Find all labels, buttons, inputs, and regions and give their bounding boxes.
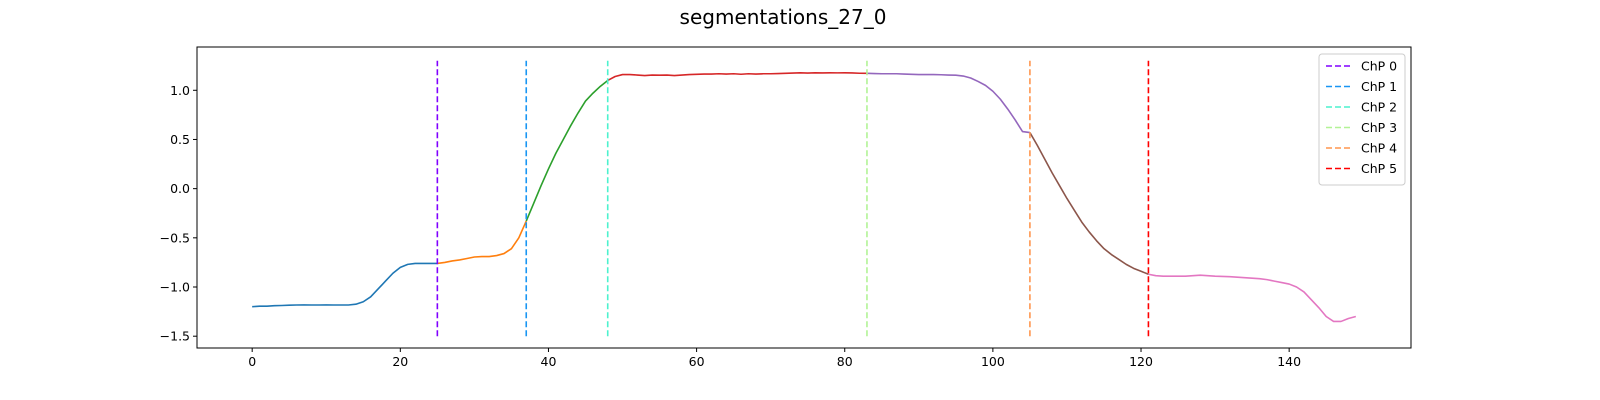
y-tick-label: −1.5 [160,329,190,344]
series-line-segment-5 [1029,132,1149,275]
legend-label: ChP 2 [1361,100,1397,115]
y-tick-label: 1.0 [170,83,190,98]
legend-label: ChP 4 [1361,141,1397,156]
x-tick-label: 80 [837,354,853,369]
legend-label: ChP 3 [1361,120,1397,135]
y-tick-label: 0.0 [170,181,190,196]
series-line-segment-2 [525,79,609,222]
x-tick-label: 60 [689,354,705,369]
plot-area: 0 20 40 60 80 100 120 140 −1.5 −1.0 −0.5 0.0 0.5 1.0 [160,46,1412,369]
series-line-segment-6 [1148,273,1357,323]
x-tick-label: 140 [1277,354,1301,369]
y-tick-label: −0.5 [160,230,190,245]
y-tick-label: −1.0 [160,280,190,295]
legend-label: ChP 5 [1361,161,1397,176]
x-tick-label: 0 [248,354,256,369]
series-line-segment-1 [437,220,527,265]
chart-title: segmentations_27_0 [680,5,887,29]
series-line-segment-3 [607,71,867,82]
axes-frame [196,46,1412,349]
y-tick-label: 0.5 [170,132,190,147]
series-line-segment-4 [866,72,1031,134]
x-tick-label: 120 [1129,354,1153,369]
x-tick-label: 40 [541,354,557,369]
legend-label: ChP 1 [1361,79,1397,94]
series-line-segment-0 [252,262,438,308]
legend: ChP 0 ChP 1 ChP 2 ChP 3 ChP 4 ChP 5 [1318,53,1406,186]
x-tick-label: 20 [392,354,408,369]
legend-label: ChP 0 [1361,59,1397,74]
x-tick-label: 100 [981,354,1005,369]
